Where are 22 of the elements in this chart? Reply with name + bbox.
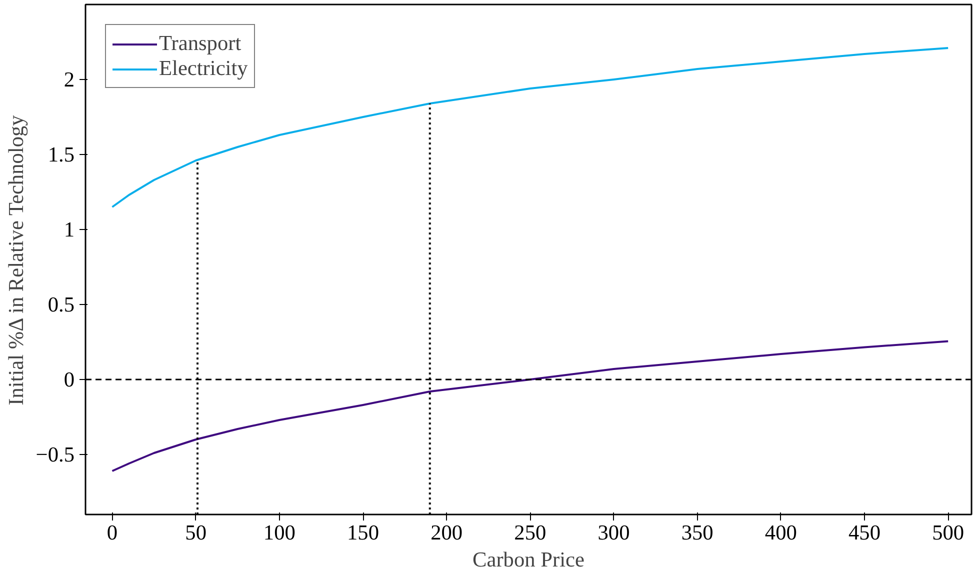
line-series (111, 340, 950, 472)
legend-label: Electricity (159, 56, 248, 81)
x-tick-label: 450 (848, 520, 881, 544)
y-tick-label: 1.5 (48, 142, 75, 166)
x-tick-label: 150 (347, 520, 380, 544)
y-axis-title: Initial %Δ in Relative Technology (4, 114, 28, 406)
x-tick-label: 500 (932, 520, 964, 544)
y-tick-label: −0.5 (36, 442, 75, 466)
x-tick-label: 250 (514, 520, 546, 544)
x-tick-label: 100 (263, 520, 296, 544)
x-tick-label: 400 (764, 520, 797, 544)
legend-label: Transport (159, 31, 242, 56)
x-tick-label: 50 (185, 520, 206, 544)
y-tick-label: 1 (64, 218, 75, 242)
y-tick-label: 0 (64, 368, 75, 392)
y-tick-label: 0.5 (48, 292, 75, 316)
x-axis-title: Carbon Price (472, 548, 584, 572)
x-tick-label: 300 (598, 520, 630, 544)
x-tick-label: 200 (430, 520, 463, 544)
x-tick-label: 350 (681, 520, 714, 544)
y-tick-label: 2 (64, 68, 75, 92)
x-tick-label: 0 (106, 520, 118, 544)
